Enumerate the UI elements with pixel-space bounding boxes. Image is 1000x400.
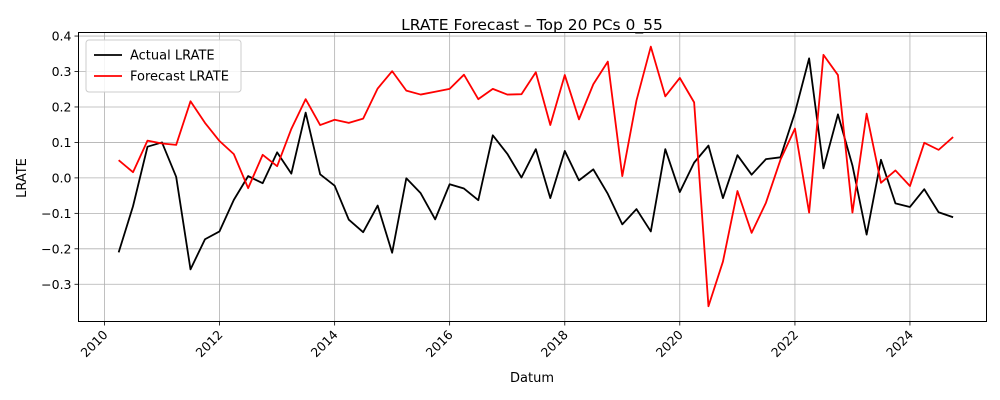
series-layer xyxy=(117,45,954,308)
plot-frame xyxy=(78,32,987,322)
legend-frame xyxy=(85,39,242,93)
y-axis-label: LRATE xyxy=(15,158,30,198)
legend-label-actual: Actual LRATE xyxy=(130,49,215,64)
actual-lrate-line xyxy=(117,57,954,271)
y-tick-label: −0.1 xyxy=(41,206,71,221)
y-tick-label: −0.3 xyxy=(41,277,71,292)
y-tick-label: 0.4 xyxy=(52,29,72,44)
x-axis-label: Datum xyxy=(510,371,554,386)
y-tick-label: 0.2 xyxy=(52,99,72,114)
y-tick-label: 0.1 xyxy=(52,135,72,150)
y-tick-label: 0.0 xyxy=(52,170,72,185)
legend-label-forecast: Forecast LRATE xyxy=(130,70,229,85)
forecast-lrate-line xyxy=(118,45,954,308)
grid-layer xyxy=(78,32,987,322)
y-tick-label: 0.3 xyxy=(52,64,72,79)
chart-title: LRATE Forecast – Top 20 PCs 0_55 xyxy=(401,16,663,35)
legend: Actual LRATE Forecast LRATE xyxy=(85,39,242,93)
y-tick-label: −0.2 xyxy=(41,241,71,256)
